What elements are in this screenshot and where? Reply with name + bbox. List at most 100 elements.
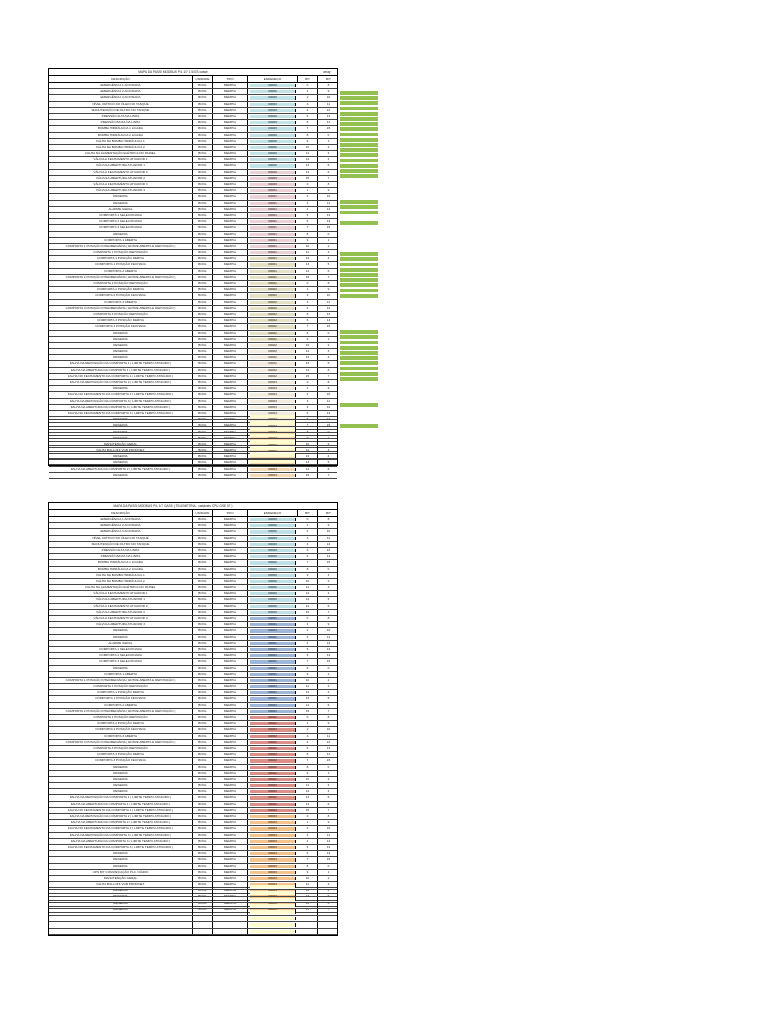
green-row-marker	[340, 356, 378, 360]
type-cell: MEMPIA	[213, 832, 248, 838]
description-cell: RESERVA	[49, 851, 193, 857]
bit-cell: 15	[298, 175, 318, 181]
modbus-map-table-2: MAPA DA PASSI MODBUS P/L 1/7 GASS ( TELE…	[48, 502, 338, 936]
bit-cell: 3	[298, 299, 318, 305]
bit-alt-cell	[318, 903, 339, 908]
description-cell: COMPORTA 3 POSIÇÃO FECHADA	[49, 758, 193, 764]
table-row: VÁLVULA ABERTURA ATUADOR 1 BOOL MEMPIA 0000…	[49, 597, 337, 604]
bit-cell: 9	[298, 869, 318, 875]
bit-cell: 5	[298, 311, 318, 318]
blank-row	[49, 896, 337, 904]
unit-cell: BOOL	[193, 547, 213, 554]
bit-cell: 12	[298, 157, 318, 163]
bit-alt-cell: 2	[327, 342, 330, 347]
bit-cell: 14	[298, 268, 318, 274]
table-row: RESERVA BOOL MEMPIA 00002 10 2	[49, 776, 337, 784]
bit-cell: 2	[298, 529, 318, 535]
unit-cell: BOOL	[193, 373, 213, 379]
bit-alt-cell: 14	[326, 752, 331, 757]
address-cell: 00001	[250, 647, 296, 652]
type-cell: MEMPIA	[213, 466, 248, 472]
type-cell: MEMPIA	[213, 622, 248, 628]
description-cell: COMPORTA 1 ABERTA	[49, 671, 193, 677]
bit-alt-cell: 15	[326, 324, 331, 329]
bit-alt-cell: 0	[327, 764, 330, 769]
bit-cell: 12	[298, 789, 318, 795]
bit-cell: 1	[298, 287, 318, 293]
description-cell	[49, 420, 193, 426]
table-row: FALHA NA REPOSIÇÃO DA COMPORTA 2 ( LIMIT…	[49, 380, 337, 387]
table-2-title: MAPA DA PASSI MODBUS P/L 1/7 GASS ( TELE…	[113, 504, 233, 508]
bit-alt-cell: 1	[327, 671, 330, 676]
address-cell: 00001	[250, 641, 296, 645]
unit-cell: BOOL	[193, 250, 213, 256]
bit-alt-cell: 15	[326, 423, 331, 428]
type-cell	[213, 452, 248, 458]
bit-alt-cell	[318, 427, 339, 432]
address-cell: 00000	[250, 518, 296, 522]
green-row-marker	[340, 210, 378, 215]
unit-cell: BOOL	[193, 875, 213, 882]
address-cell: 00000	[250, 536, 296, 540]
table-row: BOMBA HIDRÁULICA 2 LIGADA BOOL MEMPIA 00000…	[49, 566, 337, 573]
address-cell: 00000	[250, 598, 296, 602]
type-cell: MEMPIA	[213, 875, 248, 882]
description-cell: COMPORTA 1 POSIÇÃO REPOSIÇÃO	[49, 250, 193, 256]
bit-alt-cell: 9	[327, 622, 330, 627]
unit-cell: BOOL	[193, 305, 213, 311]
unit-cell: BOOL	[193, 591, 213, 597]
unit-cell: BOOL	[193, 163, 213, 169]
table-row: COMPORTA 1 SELECIONADA BOOL MEMPIA 00001 5 13	[49, 212, 337, 220]
address-cell: 00000	[250, 548, 296, 553]
table-row: RESERVA BOOL MEMPIA 00003 8 0	[49, 863, 337, 870]
address-cell: 00003	[250, 852, 296, 856]
unit-cell: BOOL	[193, 733, 213, 739]
address-cell: 00003	[250, 870, 296, 874]
bit-alt-cell: 6	[327, 268, 330, 273]
green-row-marker	[340, 257, 378, 262]
bit-cell: 10	[298, 875, 318, 882]
bit-cell: 11	[298, 585, 318, 591]
type-cell: MEMPIA	[213, 175, 248, 181]
bit-alt-cell: 9	[327, 721, 330, 726]
bit-alt-cell: 15	[326, 857, 331, 862]
bit-cell: 9	[298, 671, 318, 677]
unit-cell: BOOL	[193, 789, 213, 795]
description-cell: COMPORTA 3 ABERTA	[49, 299, 193, 305]
bit-cell: 15	[298, 609, 318, 615]
description-cell: VÁLVULA ABERTURA ATUADOR 2	[49, 609, 193, 615]
type-cell: MEMPIA	[213, 212, 248, 219]
address-cell: 00000	[250, 530, 296, 534]
description-cell: COMPORTA 3 SELECIONADA	[49, 225, 193, 231]
type-cell: MEMPIA	[213, 770, 248, 776]
green-row-marker	[340, 106, 378, 111]
description-cell: RESERVA	[49, 634, 193, 640]
description-cell: MANUTENÇÃO DE FILTRO NO TANQUE	[49, 541, 193, 547]
bit-alt-cell: 4	[327, 690, 330, 695]
bit-alt-cell: 5	[327, 597, 330, 602]
address-cell: 00000	[250, 176, 296, 180]
type-cell: MEMPIA	[213, 739, 248, 745]
address-cell: 00001	[250, 635, 296, 639]
table-row: RESERVA BOOL MEMPIA 00002 11 3	[49, 783, 337, 790]
bit-cell: 6	[298, 653, 318, 659]
description-cell: RESERVA	[49, 386, 193, 392]
bit-alt-cell: 12	[326, 206, 331, 211]
green-row-marker	[340, 101, 378, 106]
unit-cell: BOOL	[193, 814, 213, 820]
bit-alt-cell: 14	[326, 318, 331, 323]
unit-cell: BOOL	[193, 684, 213, 690]
type-cell: MEMPIA	[213, 684, 248, 690]
green-row-marker	[340, 262, 378, 267]
address-cell: 00003	[250, 889, 296, 893]
unit-cell: BOOL	[193, 560, 213, 566]
address-cell: 00002	[250, 368, 296, 372]
header-description: DESCRIÇÃO	[49, 510, 193, 516]
table-1-extra-label: array	[323, 70, 331, 74]
table-2-body: EMERGÊNCIA 1 ACIONADA BOOL MEMPIA 00000 0 8 EM…	[49, 517, 337, 913]
address-cell	[250, 434, 296, 438]
bit-cell: 10	[298, 243, 318, 250]
address-cell: 00001	[250, 251, 296, 255]
description-cell: BOMBA HIDRÁULICA 1 LIGADA	[49, 126, 193, 132]
table-row: NÍVEL CRÍTICO DO ÓLEO NO TANQUE BOOL MEMPI…	[49, 535, 337, 542]
